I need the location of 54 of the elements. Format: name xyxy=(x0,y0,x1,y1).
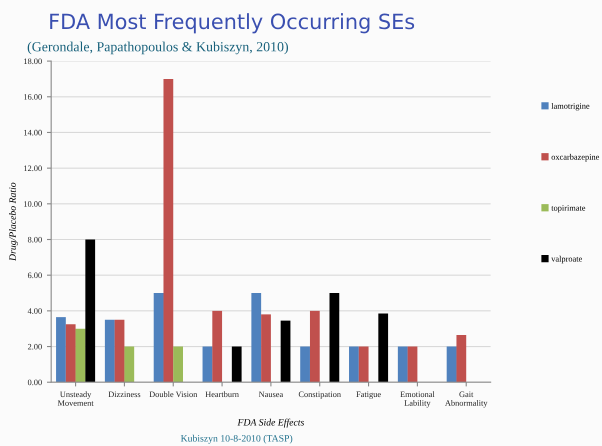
text: Kubiszyn 10-8-2010 (TASP) xyxy=(180,434,292,444)
bar xyxy=(378,314,388,382)
bar xyxy=(310,310,320,382)
bar xyxy=(212,310,222,382)
y-tick-label: 14.00 xyxy=(24,130,42,136)
bar xyxy=(261,314,271,382)
x-tick-label: Fatigue xyxy=(356,391,381,399)
bar xyxy=(232,346,242,382)
bar xyxy=(446,346,456,382)
y-tick-label: 0.00 xyxy=(28,380,42,386)
bar xyxy=(85,240,96,382)
x-tick-label: Double Vision xyxy=(149,391,198,398)
bar xyxy=(56,317,66,382)
y-tick-label: 16.00 xyxy=(24,94,42,100)
bar xyxy=(398,346,408,382)
bar xyxy=(408,346,418,382)
y-tick-label: 2.00 xyxy=(28,344,42,350)
bar xyxy=(154,293,164,382)
legend-label: lamotrigine xyxy=(551,102,590,111)
y-tick-label: 12.00 xyxy=(24,165,42,172)
x-tick-label: Unsteady Movement xyxy=(58,391,94,406)
chart-subtitle: (Gerondale, Papathopoulos & Kubiszyn, 2010) xyxy=(28,42,288,54)
y-axis-title: Drug/Placebo Ratio xyxy=(9,182,18,262)
bar xyxy=(114,320,124,382)
x-tick-label: Heartburn xyxy=(205,391,239,398)
y-tick-label: 18.00 xyxy=(24,58,42,64)
bar xyxy=(173,346,184,382)
x-tick-label: Emotional Lability xyxy=(400,391,435,408)
bar xyxy=(66,324,76,382)
bar xyxy=(280,320,290,382)
bar xyxy=(163,78,174,382)
bar xyxy=(104,320,115,382)
x-tick-label: Constipation xyxy=(298,392,341,399)
bar xyxy=(76,328,86,382)
bar xyxy=(349,346,359,382)
bar xyxy=(300,346,310,382)
x-tick-label: Dizziness xyxy=(108,392,140,398)
x-axis-title: FDA Side Effects xyxy=(237,418,304,428)
bar xyxy=(456,334,466,382)
y-tick-label: 4.00 xyxy=(28,308,42,314)
y-tick-label: 6.00 xyxy=(28,272,42,278)
x-tick-label: Nausea xyxy=(258,392,284,398)
y-tick-label: 10.00 xyxy=(24,201,42,207)
x-tick-label: Gait Abnormality xyxy=(445,392,488,408)
legend-label: oxcarbazepine xyxy=(552,154,600,162)
y-tick-label: 8.00 xyxy=(28,236,42,243)
bar xyxy=(251,293,262,382)
bar xyxy=(358,346,369,382)
bar xyxy=(124,346,134,382)
legend-label: valproate xyxy=(551,256,582,264)
chart-title: FDA Most Frequently Occurring SEs xyxy=(50,13,414,34)
legend-label: topirimate xyxy=(551,205,586,212)
bar xyxy=(329,293,340,382)
bar xyxy=(202,346,212,382)
